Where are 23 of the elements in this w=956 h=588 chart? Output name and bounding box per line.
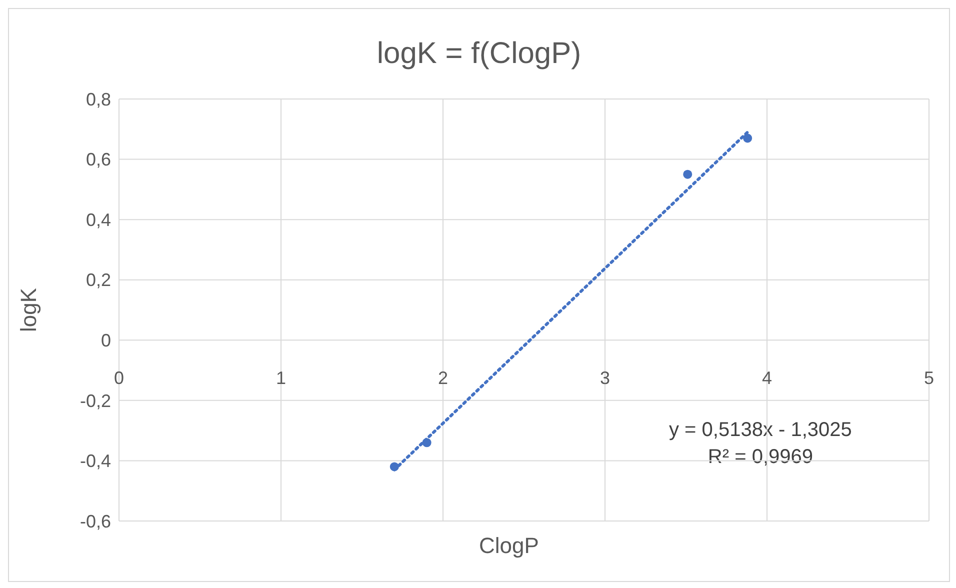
- y-tick-label: 0,2: [86, 270, 111, 290]
- point: [743, 134, 752, 143]
- x-tick-label: 2: [438, 368, 448, 388]
- chart-title: logK = f(ClogP): [376, 37, 582, 71]
- x-tick-label: 3: [600, 368, 610, 388]
- y-tick-label: 0,6: [86, 150, 111, 170]
- annotation: R² = 0,9969: [706, 445, 814, 470]
- y-tick-label: 0: [100, 330, 111, 351]
- y-axis-title: logK: [16, 288, 42, 332]
- point: [390, 462, 399, 472]
- y-tick-label: 0,8: [86, 89, 111, 110]
- y-tick-label: -0,6: [80, 511, 111, 532]
- annotation: y = 0,5138x - 1,3025: [669, 418, 852, 443]
- point: [683, 170, 692, 179]
- point: [422, 438, 432, 448]
- x-tick-label: 0: [114, 368, 124, 388]
- y-tick-label: -0,4: [80, 451, 111, 472]
- x-axis-title: ClogP: [478, 533, 540, 559]
- y-tick-label: 0,4: [86, 210, 111, 230]
- x-tick-label: 5: [924, 368, 934, 388]
- x-tick-label: 1: [276, 368, 286, 388]
- x-tick-label: 4: [762, 368, 772, 388]
- y-tick-label: -0,2: [80, 390, 111, 411]
